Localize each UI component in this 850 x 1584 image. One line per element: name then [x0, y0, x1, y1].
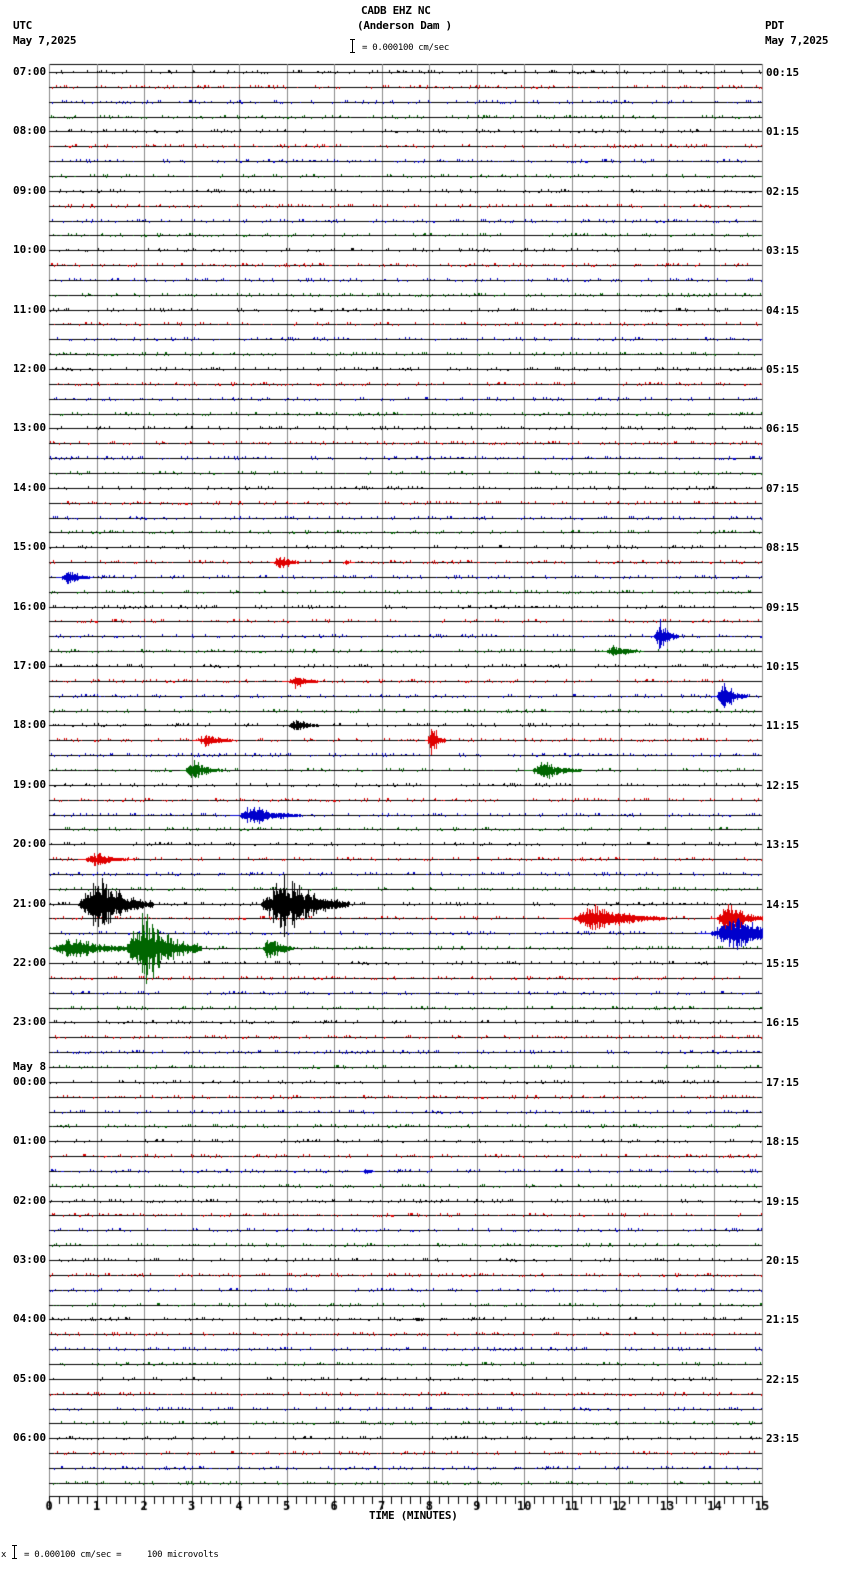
utc-time-label: 22:00 — [13, 956, 47, 969]
date-change-label: May 8 — [13, 1060, 47, 1073]
pdt-time-label: 16:15 — [766, 1016, 800, 1029]
pdt-time-label: 18:15 — [766, 1135, 800, 1148]
utc-time-label: 00:00 — [13, 1075, 47, 1088]
footer-prefix: x — [1, 1550, 7, 1560]
pdt-time-label: 13:15 — [766, 838, 800, 851]
utc-time-label: 02:00 — [13, 1194, 47, 1207]
pdt-time-label: 22:15 — [766, 1373, 800, 1386]
utc-time-label: 18:00 — [13, 718, 47, 731]
utc-time-label: 15:00 — [13, 540, 47, 553]
pdt-time-label: 05:15 — [766, 363, 800, 376]
utc-time-label: 12:00 — [13, 362, 47, 375]
station-location: (Anderson Dam ) — [357, 19, 452, 32]
utc-time-label: 19:00 — [13, 778, 47, 791]
pdt-time-label: 14:15 — [766, 898, 800, 911]
utc-time-label: 21:00 — [13, 897, 47, 910]
scale-bar-icon — [350, 39, 355, 53]
utc-time-label: 23:00 — [13, 1015, 47, 1028]
footer-scale-bar-icon — [12, 1545, 17, 1559]
utc-time-label: 17:00 — [13, 659, 47, 672]
scale-text: = 0.000100 cm/sec — [362, 43, 450, 53]
pdt-time-label: 01:15 — [766, 125, 800, 138]
left-timezone: UTC — [13, 19, 32, 32]
pdt-time-label: 12:15 — [766, 779, 800, 792]
pdt-time-label: 19:15 — [766, 1195, 800, 1208]
utc-time-label: 09:00 — [13, 184, 47, 197]
utc-time-label: 11:00 — [13, 303, 47, 316]
left-date: May 7,2025 — [13, 34, 77, 47]
pdt-time-label: 03:15 — [766, 244, 800, 257]
utc-time-label: 01:00 — [13, 1134, 47, 1147]
utc-time-label: 04:00 — [13, 1312, 47, 1325]
station-title: CADB EHZ NC — [361, 4, 431, 17]
utc-time-label: 08:00 — [13, 124, 47, 137]
pdt-time-label: 09:15 — [766, 601, 800, 614]
pdt-time-label: 08:15 — [766, 541, 800, 554]
right-timezone: PDT — [765, 19, 784, 32]
utc-time-label: 05:00 — [13, 1372, 47, 1385]
x-axis-title: TIME (MINUTES) — [369, 1509, 458, 1522]
pdt-time-label: 02:15 — [766, 185, 800, 198]
right-date: May 7,2025 — [765, 34, 829, 47]
utc-time-label: 10:00 — [13, 243, 47, 256]
pdt-time-label: 04:15 — [766, 304, 800, 317]
pdt-time-label: 15:15 — [766, 957, 800, 970]
pdt-time-label: 00:15 — [766, 66, 800, 79]
pdt-time-label: 07:15 — [766, 482, 800, 495]
utc-time-label: 03:00 — [13, 1253, 47, 1266]
utc-time-label: 13:00 — [13, 421, 47, 434]
footer-scale-text: = 0.000100 cm/sec = 100 microvolts — [24, 1550, 219, 1560]
pdt-time-label: 20:15 — [766, 1254, 800, 1267]
pdt-time-label: 21:15 — [766, 1313, 800, 1326]
pdt-time-label: 10:15 — [766, 660, 800, 673]
pdt-time-label: 06:15 — [766, 422, 800, 435]
pdt-time-label: 11:15 — [766, 719, 800, 732]
utc-time-label: 16:00 — [13, 600, 47, 613]
utc-time-label: 06:00 — [13, 1431, 47, 1444]
utc-time-label: 20:00 — [13, 837, 47, 850]
pdt-time-label: 23:15 — [766, 1432, 800, 1445]
utc-time-label: 07:00 — [13, 65, 47, 78]
utc-time-label: 14:00 — [13, 481, 47, 494]
pdt-time-label: 17:15 — [766, 1076, 800, 1089]
